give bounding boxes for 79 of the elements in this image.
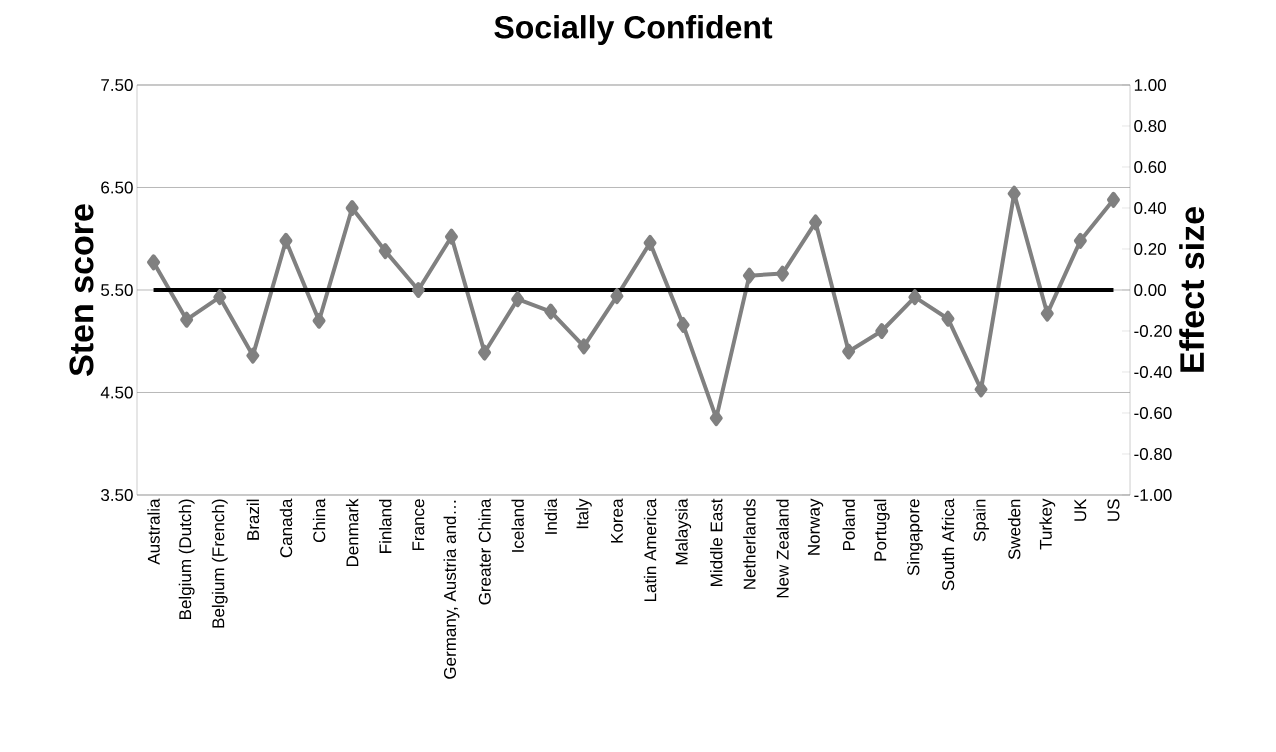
x-tick-label: UK	[1074, 498, 1087, 521]
point	[511, 291, 525, 308]
chart-title: Socially Confident	[494, 15, 773, 45]
point	[411, 282, 425, 298]
x-tick-label: Korea	[611, 498, 623, 543]
x-tick-label: Latin America	[643, 498, 657, 602]
y2-tick-label: 1.00	[1134, 78, 1166, 92]
x-tick-label: South Africa	[941, 498, 955, 591]
x-tick-label: Sweden	[1007, 499, 1021, 560]
point	[577, 338, 591, 355]
y2-tick-label: 0.20	[1134, 242, 1166, 256]
point	[842, 343, 856, 360]
y-tick-label: 5.50	[101, 283, 133, 297]
point	[875, 323, 889, 339]
x-tick-label: Finland	[379, 499, 392, 553]
point	[809, 214, 823, 231]
point	[180, 311, 194, 328]
point	[709, 410, 723, 427]
y-tick-label: 6.50	[101, 181, 133, 194]
y2-tick-label: 0.40	[1134, 201, 1166, 215]
x-tick-label: Singapore	[906, 499, 923, 576]
point	[444, 228, 458, 245]
point	[1040, 305, 1054, 322]
point	[246, 347, 260, 364]
y2-tick-label: -0.60	[1134, 406, 1172, 420]
x-tick-label: China	[312, 498, 326, 543]
y2-tick-label: -0.40	[1134, 365, 1172, 379]
point	[1106, 191, 1120, 208]
point	[974, 381, 988, 398]
point	[147, 254, 161, 271]
y2-tick-label: 0.60	[1134, 160, 1166, 174]
y2-axis-title: Effect size	[1179, 207, 1205, 372]
point	[478, 344, 492, 361]
point	[610, 288, 624, 305]
x-tick-label: Norway	[807, 498, 824, 555]
x-tick-label: Turkey	[1039, 498, 1056, 550]
point	[378, 243, 392, 260]
y2-tick-label: -0.80	[1134, 447, 1172, 461]
x-tick-label: Belgium (French)	[211, 499, 228, 628]
y2-tick-label: 0.00	[1134, 283, 1166, 297]
x-tick-label: Greater China	[478, 498, 491, 605]
x-tick-label: Spain	[973, 499, 989, 542]
x-tick-label: Germany, Austria and…	[443, 500, 460, 679]
point	[279, 232, 293, 249]
x-tick-label: India	[544, 498, 558, 534]
x-tick-label: Iceland	[511, 499, 524, 552]
point	[941, 310, 955, 327]
point	[643, 234, 657, 251]
point	[1073, 232, 1087, 249]
x-tick-label: Malaysia	[675, 498, 692, 565]
x-tick-label: France	[412, 499, 425, 551]
x-tick-label: Denmark	[345, 498, 359, 567]
point	[908, 289, 922, 306]
y2-tick-label: 0.80	[1134, 119, 1166, 133]
x-tick-label: Netherlands	[743, 499, 756, 589]
x-tick-label: Italy	[575, 498, 592, 529]
point	[1007, 185, 1021, 202]
y-axis-title: Sten score	[69, 204, 94, 376]
point	[345, 200, 359, 216]
x-tick-label: Belgium (Dutch)	[178, 499, 195, 620]
y-tick-label: 3.50	[101, 488, 133, 502]
y2-tick-label: -1.00	[1134, 488, 1172, 502]
y-tick-label: 7.50	[101, 78, 133, 92]
x-tick-label: Canada	[279, 498, 293, 558]
x-tick-label: Middle East	[710, 498, 723, 586]
x-tick-label: Poland	[842, 499, 855, 551]
point	[312, 312, 326, 329]
x-tick-label: US	[1107, 499, 1120, 521]
point	[544, 303, 558, 320]
y2-tick-label: -0.20	[1134, 324, 1172, 338]
x-tick-label: New Zealand	[776, 499, 789, 598]
x-tick-label: Brazil	[246, 499, 260, 540]
point	[775, 265, 789, 282]
point	[676, 316, 690, 333]
y-tick-label: 4.50	[100, 386, 133, 399]
x-tick-label: Portugal	[873, 499, 890, 561]
point	[213, 289, 227, 306]
x-tick-label: Australia	[147, 498, 160, 565]
point	[742, 267, 756, 284]
